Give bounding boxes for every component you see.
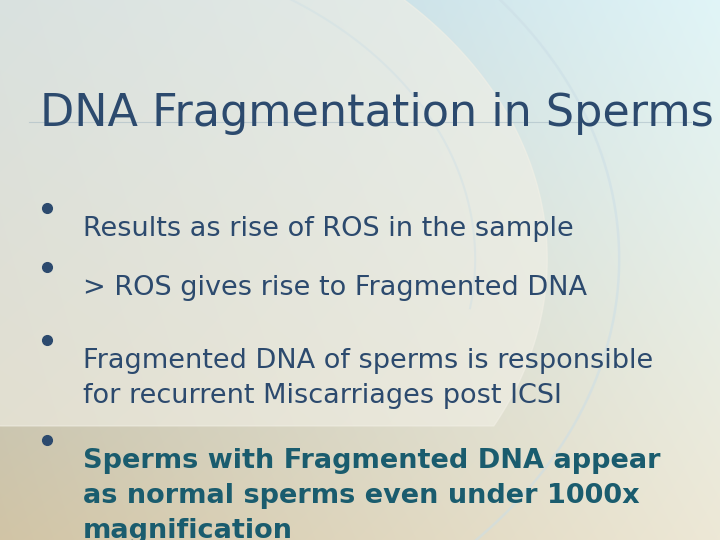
Text: > ROS gives rise to Fragmented DNA: > ROS gives rise to Fragmented DNA — [83, 275, 587, 301]
Text: Results as rise of ROS in the sample: Results as rise of ROS in the sample — [83, 216, 574, 242]
Text: Fragmented DNA of sperms is responsible
for recurrent Miscarriages post ICSI: Fragmented DNA of sperms is responsible … — [83, 348, 653, 409]
Text: Sperms with Fragmented DNA appear
as normal sperms even under 1000x
magnificatio: Sperms with Fragmented DNA appear as nor… — [83, 448, 660, 540]
Text: DNA Fragmentation in Sperms: DNA Fragmentation in Sperms — [40, 92, 714, 135]
Polygon shape — [0, 0, 547, 426]
